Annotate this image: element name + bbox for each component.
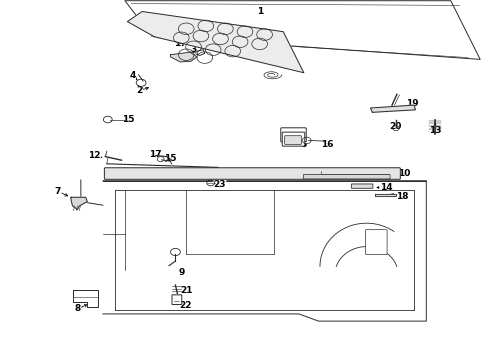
Polygon shape <box>127 12 304 73</box>
Text: 18: 18 <box>395 192 408 201</box>
Text: 15: 15 <box>122 115 135 124</box>
FancyBboxPatch shape <box>104 168 400 179</box>
Text: 21: 21 <box>180 287 193 295</box>
Polygon shape <box>73 290 98 307</box>
Text: 15: 15 <box>164 154 177 163</box>
Text: 7: 7 <box>54 187 61 196</box>
Text: 13: 13 <box>429 126 441 135</box>
Text: 17: 17 <box>174 40 187 49</box>
Text: 23: 23 <box>213 180 226 189</box>
FancyBboxPatch shape <box>281 128 306 142</box>
Text: 8: 8 <box>74 305 80 313</box>
Polygon shape <box>125 1 480 59</box>
FancyBboxPatch shape <box>285 136 301 144</box>
Text: 17: 17 <box>149 150 162 158</box>
Polygon shape <box>71 197 87 210</box>
Text: 5: 5 <box>300 130 306 139</box>
Text: 9: 9 <box>178 269 185 277</box>
Text: 1: 1 <box>257 7 263 16</box>
Text: 10: 10 <box>398 169 411 178</box>
Polygon shape <box>171 52 197 62</box>
Text: 14: 14 <box>380 184 392 192</box>
Polygon shape <box>370 105 416 112</box>
Text: 20: 20 <box>390 122 402 131</box>
FancyBboxPatch shape <box>172 295 182 305</box>
FancyBboxPatch shape <box>282 132 305 146</box>
Text: 12: 12 <box>88 151 100 160</box>
FancyBboxPatch shape <box>303 175 390 179</box>
Text: 6: 6 <box>301 140 307 149</box>
Text: 16: 16 <box>321 140 334 149</box>
Polygon shape <box>375 194 396 196</box>
Text: 22: 22 <box>179 301 192 310</box>
FancyBboxPatch shape <box>366 230 387 255</box>
FancyBboxPatch shape <box>351 184 373 188</box>
Text: 19: 19 <box>406 99 419 108</box>
Text: 11: 11 <box>356 169 369 178</box>
Text: 4: 4 <box>129 71 136 80</box>
Text: 3: 3 <box>191 45 196 54</box>
Text: 2: 2 <box>137 86 143 95</box>
